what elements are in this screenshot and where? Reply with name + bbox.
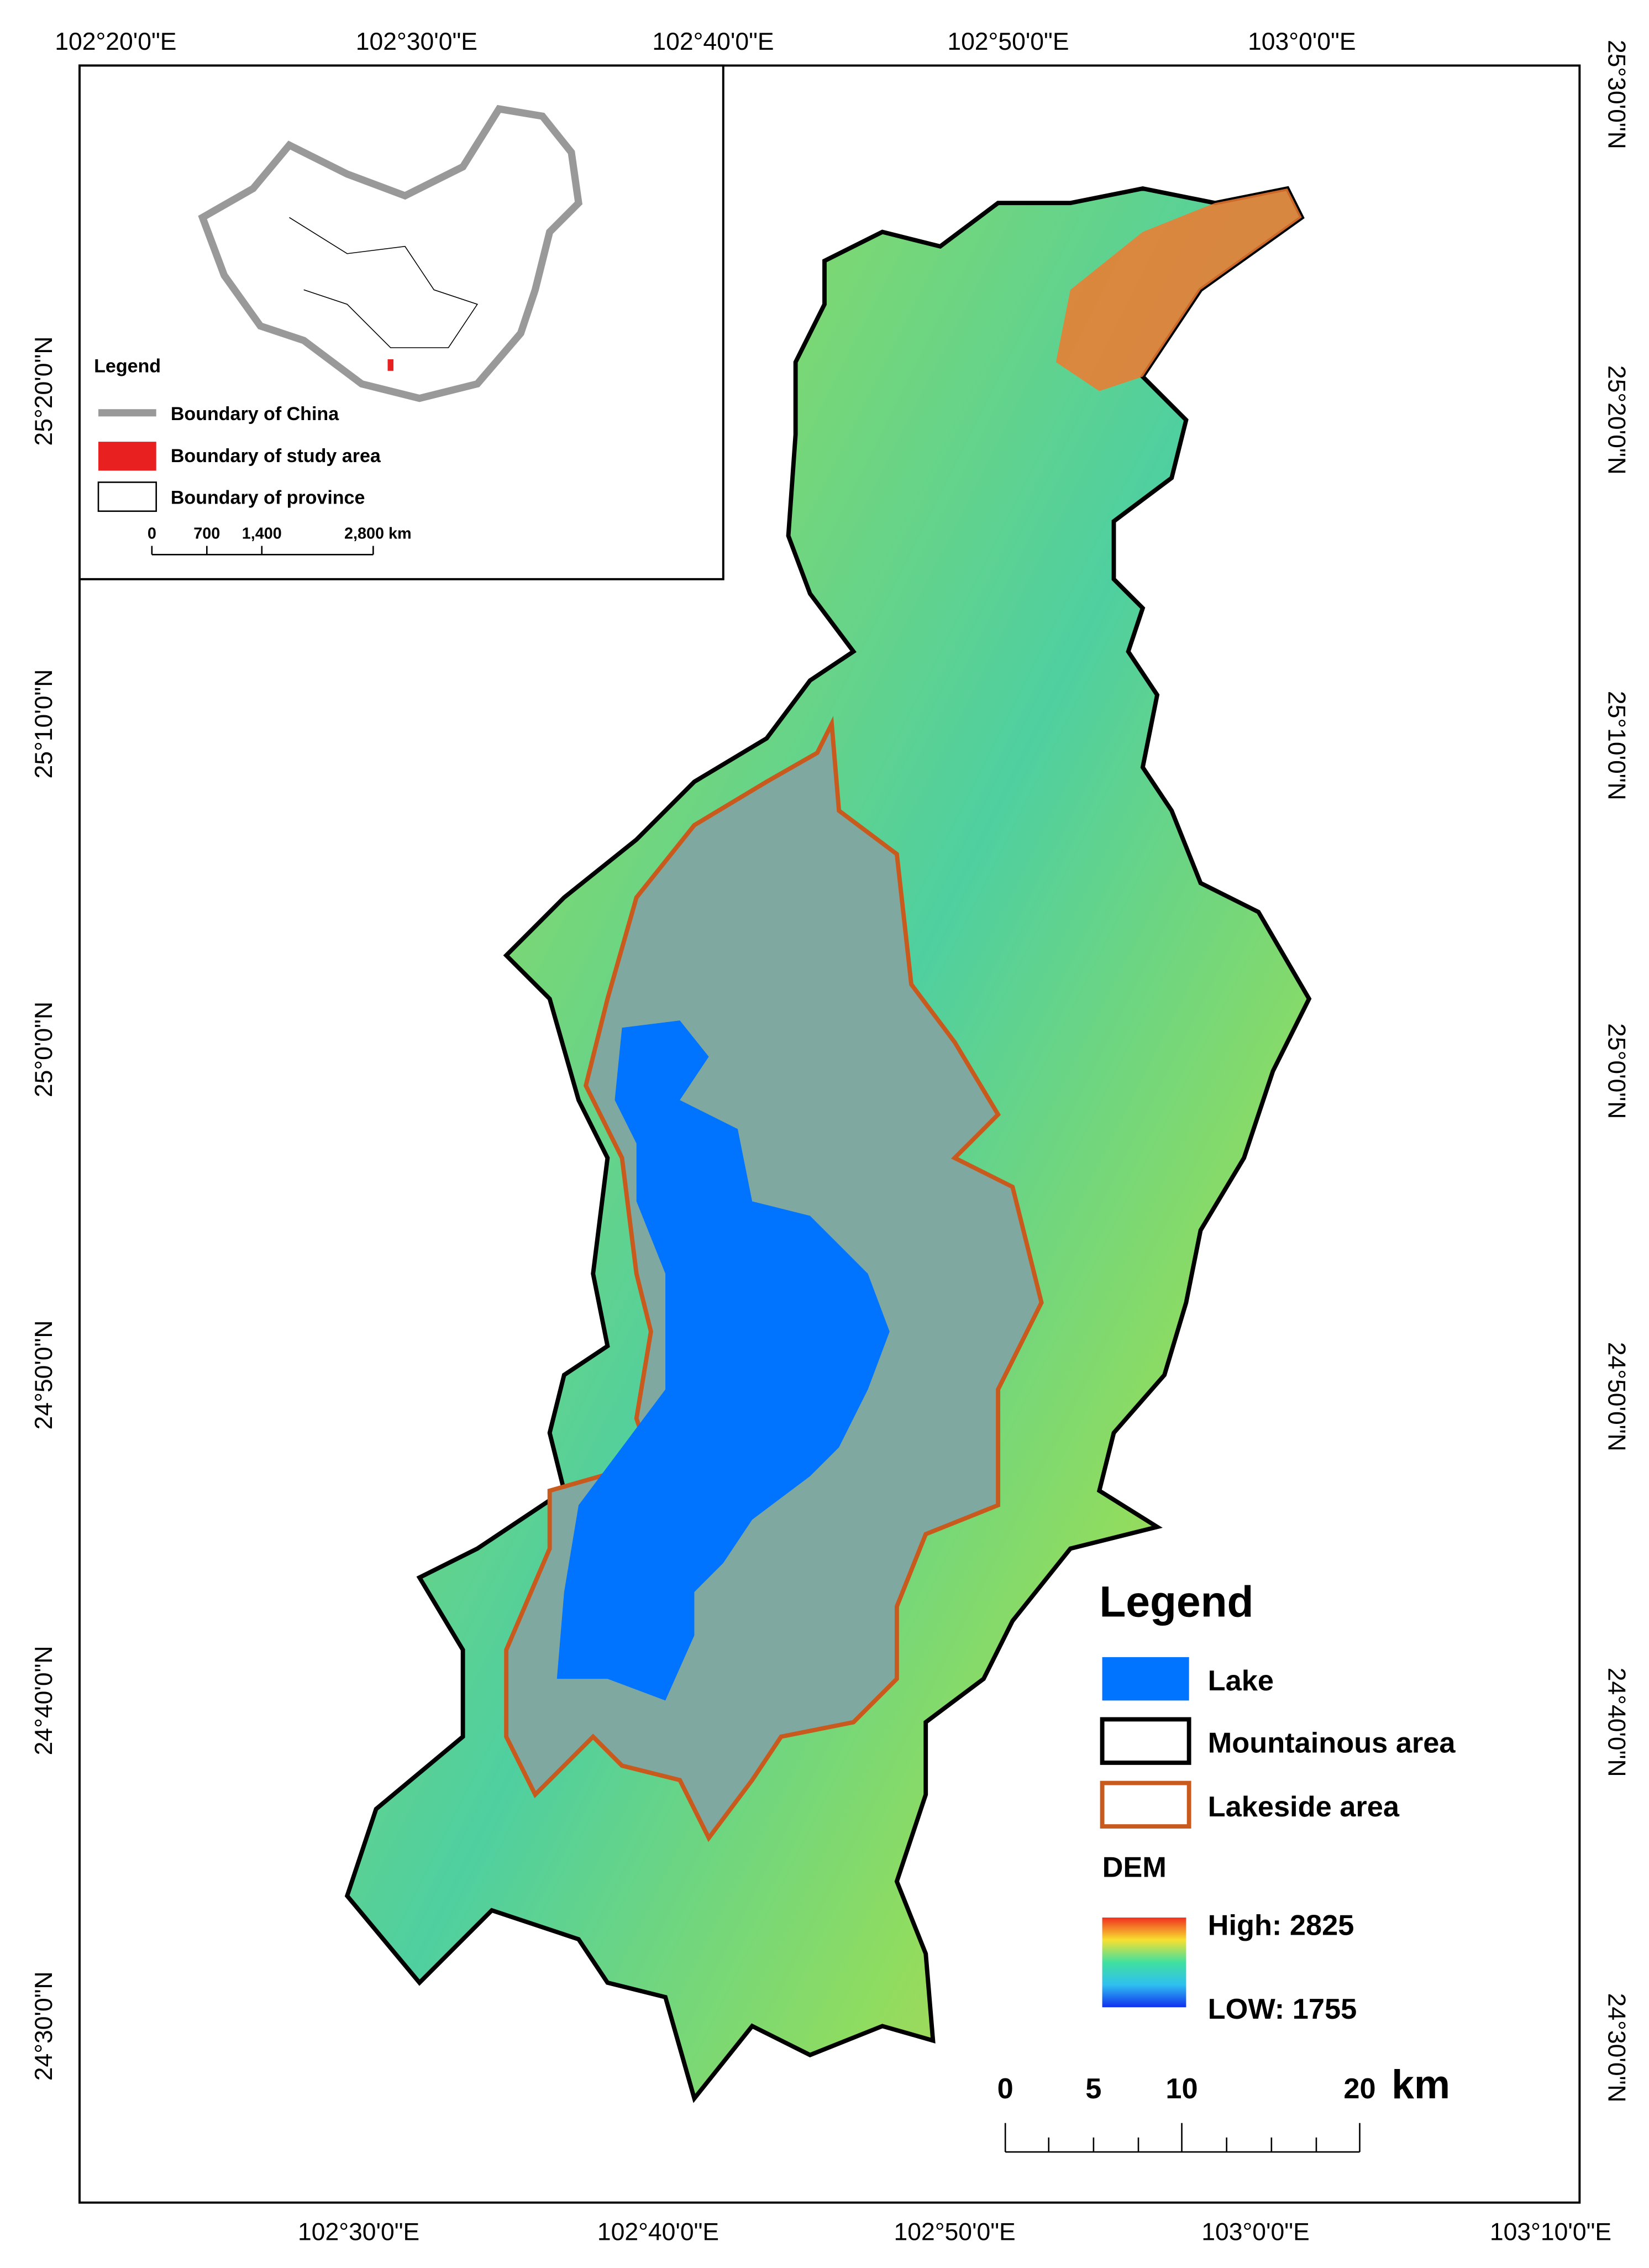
dem-low: LOW: 1755	[1208, 1993, 1357, 2025]
top-coordinate: 102°30'0"E	[356, 28, 477, 55]
inset-legend-title: Legend	[94, 355, 161, 376]
inset-scale-label: 1,400	[242, 525, 282, 542]
legend-dem-ramp	[1102, 1918, 1186, 2008]
inset-scale-label: 2,800 km	[344, 525, 412, 542]
legend-lakeside-swatch	[1100, 1780, 1191, 1829]
bottom-coordinate: 103°10'0"E	[1490, 2219, 1611, 2246]
inset-study-area	[387, 359, 393, 371]
right-coordinate: 25°10'0"N	[1603, 691, 1630, 800]
scale-label: 20	[1343, 2073, 1375, 2105]
legend-title: Legend	[1099, 1578, 1253, 1626]
lake	[556, 1020, 890, 1701]
top-coordinate: 102°20'0"E	[55, 28, 176, 55]
scale-label: 5	[1085, 2073, 1101, 2105]
left-coordinate: 24°40'0"N	[30, 1646, 57, 1755]
high-terrain	[1055, 188, 1302, 391]
top-coordinate: 102°40'0"E	[652, 28, 774, 55]
right-coordinate: 24°40'0"N	[1603, 1668, 1630, 1777]
inset-scale-label: 700	[193, 525, 220, 542]
right-coordinate: 25°0'0"N	[1603, 1023, 1630, 1119]
bottom-coordinate: 102°30'0"E	[298, 2219, 419, 2246]
main-legend	[1100, 1657, 1191, 2008]
left-coordinate: 24°30'0"N	[30, 1971, 57, 2081]
scale-label: 10	[1165, 2073, 1198, 2105]
bottom-coordinate: 102°40'0"E	[597, 2219, 719, 2246]
inset-legend-item: Boundary of China	[171, 404, 339, 425]
right-coordinate: 24°30'0"N	[1603, 1993, 1630, 2103]
china-outline	[198, 104, 582, 402]
inset-scale-label: 0	[148, 525, 156, 542]
right-coordinate: 25°30'0"N	[1603, 40, 1630, 149]
legend-lake-swatch	[1102, 1657, 1189, 1701]
left-coordinate: 25°10'0"N	[30, 669, 57, 779]
legend-item: Lakeside area	[1208, 1791, 1400, 1823]
left-coordinate: 25°0'0"N	[30, 1002, 57, 1097]
right-coordinate: 25°20'0"N	[1603, 365, 1630, 475]
inset-legend-study	[98, 442, 156, 471]
scale-label: 0	[997, 2073, 1013, 2105]
legend-mountain-swatch	[1100, 1717, 1191, 1765]
province-lines	[289, 217, 479, 348]
scale-unit: km	[1391, 2062, 1450, 2107]
right-coordinate: 24°50'0"N	[1603, 1342, 1630, 1452]
dem-title: DEM	[1102, 1852, 1167, 1884]
bottom-coordinate: 103°0'0"E	[1201, 2219, 1309, 2246]
inset-legend-item: Boundary of province	[171, 488, 365, 509]
inset-legend-province	[97, 481, 157, 512]
bottom-coordinate: 102°50'0"E	[894, 2219, 1015, 2246]
legend-item: Mountainous area	[1208, 1727, 1456, 1759]
labels: 102°20'0"E 102°30'0"E 102°40'0"E 102°50'0"E…	[30, 28, 1630, 2246]
dem-high: High: 2825	[1208, 1909, 1354, 1941]
left-coordinate: 25°20'0"N	[30, 337, 57, 446]
left-coordinate: 24°50'0"N	[30, 1320, 57, 1429]
inset-legend-item: Boundary of study area	[171, 446, 381, 467]
top-coordinate: 103°0'0"E	[1248, 28, 1356, 55]
legend-item: Lake	[1208, 1665, 1274, 1697]
top-coordinate: 102°50'0"E	[947, 28, 1069, 55]
